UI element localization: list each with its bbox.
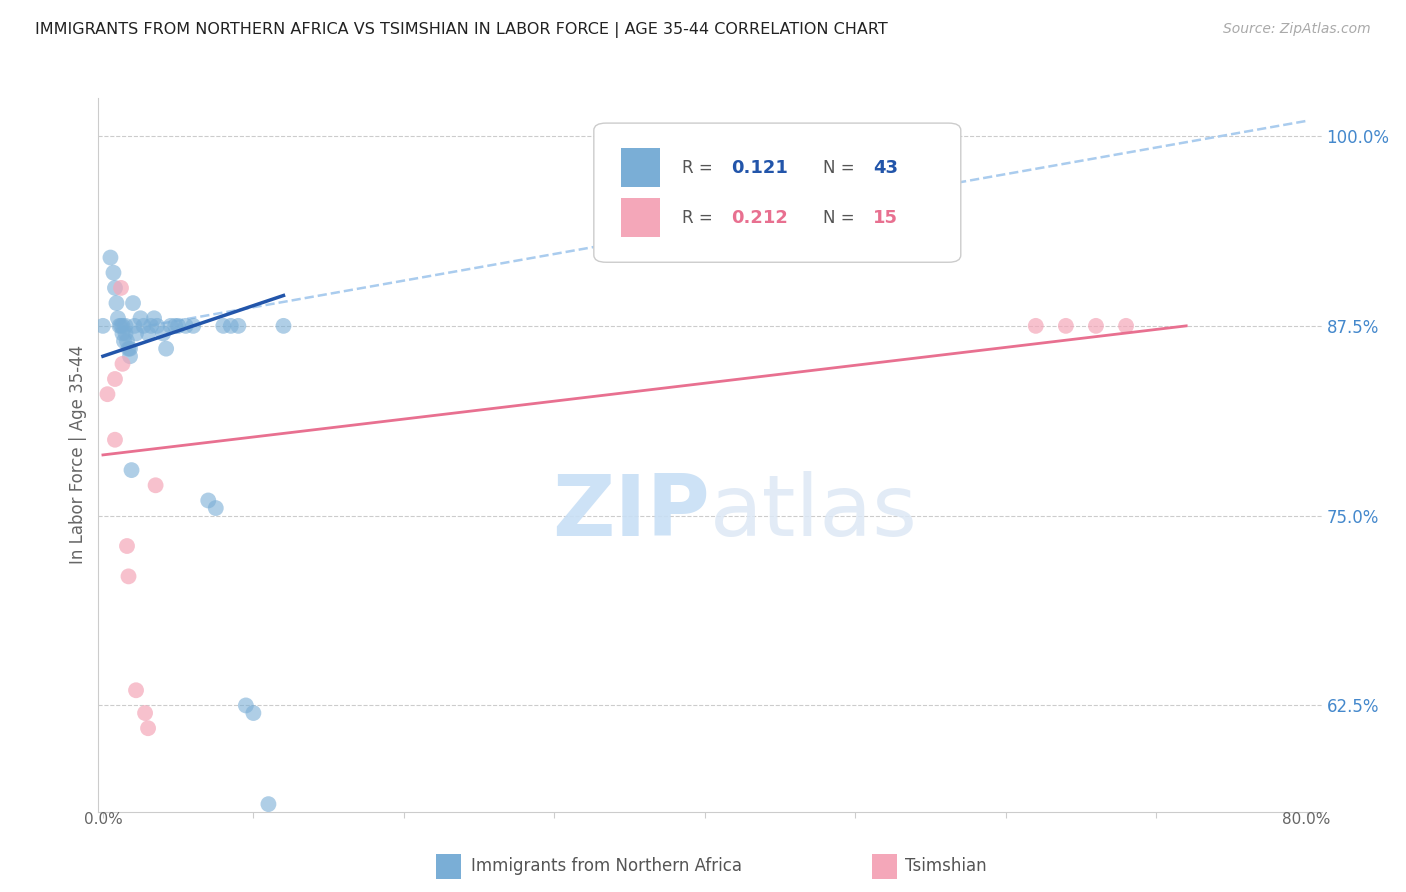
- Point: [1115, 318, 1137, 333]
- Point: [1025, 318, 1047, 333]
- Point: [124, 318, 146, 333]
- Point: [114, 318, 136, 333]
- Point: [167, 318, 190, 333]
- Point: [104, 281, 127, 295]
- Text: ZIP: ZIP: [553, 470, 710, 554]
- Point: [174, 318, 197, 333]
- Point: [1054, 318, 1077, 333]
- Bar: [620, 198, 659, 237]
- Text: 0.121: 0.121: [731, 159, 787, 177]
- Point: [152, 326, 174, 341]
- Point: [115, 539, 138, 553]
- Text: R =: R =: [682, 159, 718, 177]
- Y-axis label: In Labor Force | Age 35-44: In Labor Force | Age 35-44: [69, 345, 87, 565]
- Point: [181, 318, 204, 333]
- Point: [134, 706, 156, 720]
- Point: [118, 342, 141, 356]
- Point: [159, 318, 181, 333]
- Point: [122, 296, 145, 310]
- Point: [96, 387, 118, 401]
- FancyBboxPatch shape: [593, 123, 960, 262]
- Point: [115, 334, 138, 348]
- Point: [212, 318, 235, 333]
- Text: Tsimshian: Tsimshian: [905, 857, 987, 875]
- Point: [111, 318, 134, 333]
- Point: [273, 318, 295, 333]
- Point: [125, 683, 148, 698]
- Point: [91, 318, 114, 333]
- Text: 43: 43: [873, 159, 897, 177]
- Point: [105, 296, 128, 310]
- Point: [111, 326, 134, 341]
- Point: [219, 318, 242, 333]
- Point: [129, 311, 152, 326]
- Point: [108, 318, 131, 333]
- Point: [112, 334, 135, 348]
- Point: [155, 342, 177, 356]
- Point: [121, 463, 143, 477]
- Point: [107, 311, 129, 326]
- Point: [104, 433, 127, 447]
- Point: [197, 493, 219, 508]
- Point: [136, 326, 159, 341]
- Point: [125, 326, 148, 341]
- Text: 0.212: 0.212: [731, 209, 787, 227]
- Text: atlas: atlas: [710, 470, 918, 554]
- Point: [117, 342, 139, 356]
- Point: [1084, 318, 1107, 333]
- Point: [228, 318, 250, 333]
- Point: [136, 721, 159, 735]
- Text: 80.0%: 80.0%: [1282, 812, 1331, 827]
- Point: [100, 251, 122, 265]
- Point: [111, 357, 134, 371]
- Point: [204, 501, 226, 516]
- Text: 0.0%: 0.0%: [83, 812, 122, 827]
- Point: [143, 311, 166, 326]
- Point: [110, 281, 132, 295]
- Text: N =: N =: [823, 209, 859, 227]
- Point: [257, 797, 280, 811]
- Text: 15: 15: [873, 209, 897, 227]
- Point: [118, 349, 141, 363]
- Point: [103, 266, 125, 280]
- Point: [139, 318, 162, 333]
- Point: [145, 478, 167, 492]
- Bar: [620, 148, 659, 187]
- Point: [146, 318, 169, 333]
- Text: N =: N =: [823, 159, 859, 177]
- Text: IMMIGRANTS FROM NORTHERN AFRICA VS TSIMSHIAN IN LABOR FORCE | AGE 35-44 CORRELAT: IMMIGRANTS FROM NORTHERN AFRICA VS TSIMS…: [35, 22, 889, 38]
- Text: Immigrants from Northern Africa: Immigrants from Northern Africa: [471, 857, 742, 875]
- Point: [165, 318, 187, 333]
- Point: [117, 569, 139, 583]
- Point: [110, 318, 132, 333]
- Text: R =: R =: [682, 209, 718, 227]
- Text: Source: ZipAtlas.com: Source: ZipAtlas.com: [1223, 22, 1371, 37]
- Point: [104, 372, 127, 386]
- Point: [114, 326, 136, 341]
- Point: [132, 318, 155, 333]
- Point: [242, 706, 264, 720]
- Point: [235, 698, 257, 713]
